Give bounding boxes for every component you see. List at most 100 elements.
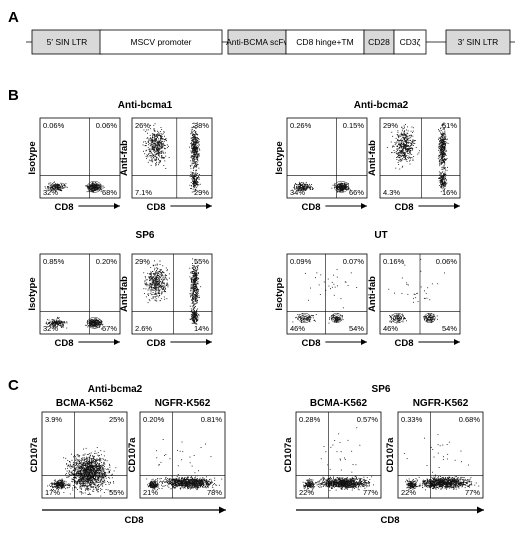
x-axis-arrowhead [361, 203, 367, 209]
quadrant-ul-percent: 0.06% [43, 121, 65, 130]
group-title: Anti-bcma1 [118, 100, 173, 111]
x-axis: CD8 [301, 202, 367, 213]
x-axis-arrowhead [114, 203, 120, 209]
y-axis-label: Isotype [27, 141, 38, 174]
x-axis: CD8 [394, 202, 460, 213]
quadrant-ur-percent: 25% [109, 415, 124, 424]
dot-plot: 0.33% 0.68% 22% 77% CD107a [385, 411, 484, 499]
dot-plot: 26% 38% 7.1% 29% Anti-fab CD8 [119, 117, 213, 213]
quadrant-ul-percent: 0.85% [43, 257, 65, 266]
quadrant-ll-percent: 2.6% [135, 324, 152, 333]
x-axis-arrowhead [454, 339, 460, 345]
panel-b-group-2: Anti-bcma2 0.26% 0.15% 34% 66% Isotype CD8 29% 5… [274, 100, 461, 213]
quadrant-ul-percent: 29% [383, 121, 398, 130]
dot-plot: 0.06% 0.06% 32% 68% Isotype CD8 [27, 117, 121, 213]
y-axis-label: Anti-fab [119, 140, 130, 176]
dot-cloud [142, 122, 201, 193]
x-axis: CD8 [146, 202, 212, 213]
y-axis-label: Isotype [27, 277, 38, 310]
panel-b-group-4: UT 0.09% 0.07% 46% 54% Isotype CD8 0.16% 0.06% 46… [274, 230, 461, 349]
plot-title: NGFR-K562 [413, 398, 469, 409]
plot-title: BCMA-K562 [56, 398, 114, 409]
group-title: SP6 [136, 230, 155, 241]
construct-segment-label: 5′ SIN LTR [47, 37, 88, 47]
quadrant-ul-percent: 3.9% [45, 415, 62, 424]
quadrant-ll-percent: 21% [143, 488, 158, 497]
dot-cloud [302, 427, 374, 492]
quadrant-ll-percent: 34% [290, 188, 305, 197]
dot-cloud [47, 447, 117, 497]
panel-letter-a: A [8, 9, 19, 26]
quadrant-lr-percent: 16% [442, 188, 457, 197]
panel-letter-b: B [8, 87, 19, 104]
x-axis-label: CD8 [54, 202, 73, 213]
x-axis: CD8 [394, 338, 460, 349]
x-axis-arrowhead [361, 339, 367, 345]
panel-b-group-1: Anti-bcma1 0.06% 0.06% 32% 68% Isotype CD8 26% 3… [27, 100, 213, 213]
x-axis: CD8 [54, 338, 120, 349]
quadrant-ur-percent: 0.68% [459, 415, 481, 424]
quadrant-ll-percent: 4.3% [383, 188, 400, 197]
y-axis-label: CD107a [385, 437, 396, 473]
construct-segment-label: MSCV promoter [131, 37, 192, 47]
plot-frame [286, 253, 368, 335]
quadrant-ur-percent: 0.06% [96, 121, 118, 130]
quadrant-lr-percent: 55% [109, 488, 124, 497]
plot-frame [131, 253, 213, 335]
construct-segment-6 [393, 29, 427, 55]
quadrant-ll-percent: 22% [299, 488, 314, 497]
quadrant-ur-percent: 0.15% [343, 121, 365, 130]
y-axis-label: Isotype [274, 277, 285, 310]
y-axis-label: Anti-fab [119, 276, 130, 312]
construct-diagram: 5′ SIN LTR MSCV promoter Anti-BCMA scFv CD8… [26, 29, 515, 55]
quadrant-lr-percent: 68% [102, 188, 117, 197]
quadrant-ur-percent: 55% [194, 257, 209, 266]
quadrant-ll-percent: 32% [43, 188, 58, 197]
quadrant-ul-percent: 0.28% [299, 415, 321, 424]
quadrant-ll-percent: 46% [383, 324, 398, 333]
plot-frame [286, 117, 368, 199]
quadrant-ul-percent: 26% [135, 121, 150, 130]
dot-cloud [388, 258, 445, 324]
x-axis-arrowhead [206, 339, 212, 345]
x-axis-arrowhead [477, 506, 484, 514]
dot-cloud [386, 122, 449, 193]
x-axis: CD8 [54, 202, 120, 213]
quadrant-ul-percent: 0.20% [143, 415, 165, 424]
construct-segment-label: Anti-BCMA scFv [226, 37, 289, 47]
quadrant-ll-percent: 46% [290, 324, 305, 333]
quadrant-ur-percent: 0.81% [201, 415, 223, 424]
x-axis-label: CD8 [394, 338, 413, 349]
group-title: Anti-bcma2 [88, 384, 143, 395]
quadrant-ll-percent: 7.1% [135, 188, 152, 197]
quadrant-lr-percent: 54% [349, 324, 364, 333]
panel-c-group-2: SP6 BCMA-K562 0.28% 0.57% 22% 77% CD107a NGFR-K… [283, 384, 484, 526]
dot-plot: 0.26% 0.15% 34% 66% Isotype CD8 [274, 117, 368, 213]
quadrant-ul-percent: 29% [135, 257, 150, 266]
x-axis-label: CD8 [380, 515, 399, 526]
dot-plot: 29% 55% 2.6% 14% Anti-fab CD8 [119, 253, 213, 349]
shared-x-axis: CD8 [296, 506, 484, 526]
plot-title: BCMA-K562 [310, 398, 368, 409]
quadrant-ul-percent: 0.16% [383, 257, 405, 266]
quadrant-lr-percent: 54% [442, 324, 457, 333]
x-axis-label: CD8 [124, 515, 143, 526]
x-axis-label: CD8 [146, 338, 165, 349]
construct-segment-label: CD3ζ [400, 37, 421, 47]
quadrant-ul-percent: 0.33% [401, 415, 423, 424]
dot-plot: 0.09% 0.07% 46% 54% Isotype CD8 [274, 253, 368, 349]
shared-x-axis: CD8 [42, 506, 226, 526]
quadrant-ll-percent: 17% [45, 488, 60, 497]
dot-cloud [146, 439, 223, 491]
quadrant-ul-percent: 0.26% [290, 121, 312, 130]
quadrant-ur-percent: 38% [194, 121, 209, 130]
plot-title: NGFR-K562 [155, 398, 211, 409]
plot-frame [39, 253, 121, 335]
construct-segment-label: CD8 hinge+TM [296, 37, 353, 47]
x-axis: CD8 [146, 338, 212, 349]
dot-cloud [44, 180, 105, 193]
quadrant-ur-percent: 51% [442, 121, 457, 130]
quadrant-ll-percent: 22% [401, 488, 416, 497]
construct-segment-label: CD28 [368, 37, 390, 47]
